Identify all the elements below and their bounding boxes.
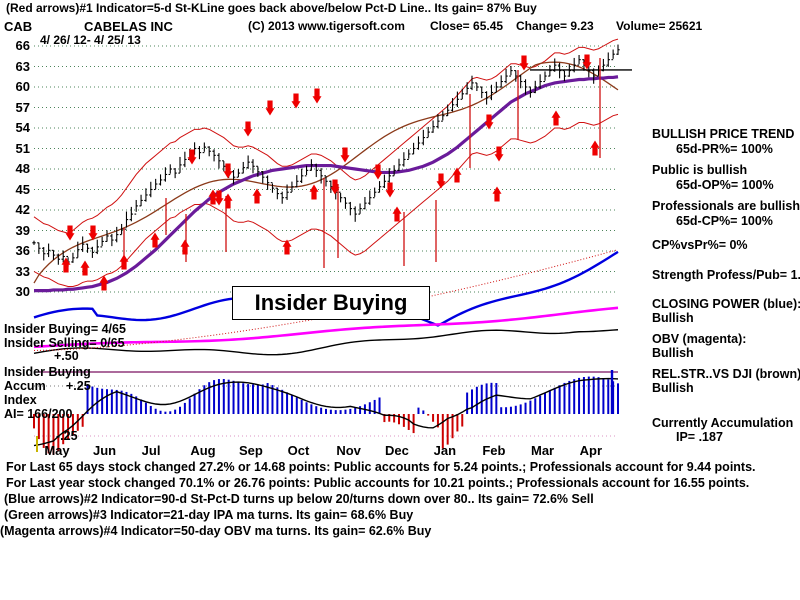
signal-arrow-down [187, 149, 197, 165]
company-name: CABELAS INC [84, 19, 173, 34]
professional-sentiment-value: 65d-CP%= 100% [676, 214, 773, 228]
month-label-feb: Feb [482, 443, 506, 458]
accum-index-line1: Insider Buying [4, 365, 91, 379]
strength-profess-pub-value: Strength Profess/Pub= 1.8 [652, 268, 800, 282]
month-label-jul: Jul [141, 443, 161, 458]
signal-arrow-down [223, 163, 233, 179]
price-tick-30: 30 [15, 284, 30, 299]
signal-arrow-down [65, 225, 75, 241]
signal-arrow-down [214, 190, 224, 206]
insider-buying-callout: Insider Buying [232, 286, 430, 320]
signal-arrow-down [265, 100, 275, 116]
price-tick-48: 48 [15, 161, 30, 176]
copyright-notice: (C) 2013 www.tigersoft.com [248, 19, 405, 33]
signal-arrow-up [99, 275, 109, 291]
signal-arrow-up [492, 186, 502, 202]
price-trend-title: BULLISH PRICE TREND [652, 127, 795, 141]
signal-arrow-down [312, 88, 322, 104]
month-label-sep: Sep [239, 443, 263, 458]
signal-arrow-up [590, 140, 600, 156]
accum-minus-quarter-label: -.25 [56, 429, 78, 443]
signal-arrow-up [223, 193, 233, 209]
ticker-symbol: CAB [4, 19, 33, 34]
accumulation-status-title: Currently Accumulation [652, 416, 794, 430]
indicator-4-note: (Magenta arrows)#4 Indicator=50-day OBV … [0, 524, 432, 538]
volume: Volume= 25621 [616, 19, 703, 33]
relative-strength-title: REL.STR..VS DJI (brown) [652, 367, 800, 381]
signal-arrow-up [119, 254, 129, 270]
indicator-3-note: (Green arrows)#3 Indicator=21-day IPA ma… [4, 508, 414, 522]
insider-selling-count: Insider Selling= 0/65 [4, 336, 125, 350]
signal-arrow-up [452, 167, 462, 183]
price-change: Change= 9.23 [516, 19, 594, 33]
obv-title: OBV (magenta): [652, 332, 747, 346]
price-tick-66: 66 [15, 38, 30, 53]
month-label-may: May [44, 443, 70, 458]
price-tick-33: 33 [15, 263, 30, 279]
signal-arrow-down [243, 121, 253, 137]
footer-65day-summary: For Last 65 days stock changed 27.2% or … [6, 460, 756, 474]
month-label-jan: Jan [433, 443, 457, 458]
month-label-aug: Aug [190, 443, 216, 458]
month-label-jun: Jun [93, 443, 117, 458]
price-tick-63: 63 [15, 58, 30, 74]
signal-arrow-up [150, 232, 160, 248]
professional-sentiment-title: Professionals are bullish [652, 199, 800, 213]
accum-plus-quarter-label: +.25 [66, 379, 91, 393]
closing-power-title: CLOSING POWER (blue): [652, 297, 800, 311]
month-label-mar: Mar [531, 443, 555, 458]
close-price: Close= 65.45 [430, 19, 504, 33]
signal-arrow-up [180, 239, 190, 255]
price-tick-39: 39 [15, 222, 30, 238]
signal-arrow-up [208, 189, 218, 205]
obv-value: Bullish [652, 346, 694, 360]
accumulation-ip-value: IP= .187 [676, 430, 723, 444]
price-tick-60: 60 [15, 79, 30, 94]
public-sentiment-value: 65d-OP%= 100% [676, 178, 774, 192]
signal-arrow-up [61, 257, 71, 273]
cp-vs-pr-value: CP%vsPr%= 0% [652, 238, 748, 252]
signal-arrow-down [484, 114, 494, 130]
signal-arrow-down [291, 93, 301, 109]
relative-strength-value: Bullish [652, 381, 694, 395]
signal-arrow-down [494, 146, 504, 162]
price-tick-57: 57 [15, 99, 30, 115]
price-trend-value: 65d-PR%= 100% [676, 142, 773, 156]
date-range: 4/ 26/ 12- 4/ 25/ 13 [40, 33, 141, 47]
insider-buying-count: Insider Buying= 4/65 [4, 322, 126, 336]
signal-arrow-down [373, 164, 383, 180]
price-tick-36: 36 [15, 243, 30, 258]
signal-arrow-down [582, 54, 592, 70]
public-sentiment-title: Public is bullish [652, 163, 748, 177]
price-tick-54: 54 [15, 120, 30, 135]
signal-arrow-up [282, 239, 292, 255]
signal-arrow-down [330, 179, 340, 195]
signal-arrow-down [88, 225, 98, 241]
signal-arrow-up [80, 260, 90, 276]
accum-plus-fifty-label: +.50 [54, 349, 79, 363]
accum-index-line3: Index [4, 393, 37, 407]
signal-arrow-down [436, 173, 446, 189]
price-tick-42: 42 [15, 202, 30, 217]
signal-arrow-down [340, 147, 350, 163]
signal-arrow-up [392, 206, 402, 222]
month-label-apr: Apr [579, 443, 603, 458]
accum-index-line2: Accum [4, 379, 46, 393]
month-label-oct: Oct [287, 443, 310, 458]
signal-arrow-down [519, 55, 529, 71]
signal-arrow-up [551, 110, 561, 126]
price-tick-51: 51 [15, 140, 30, 156]
signal-arrow-up [252, 188, 262, 204]
month-label-dec: Dec [385, 443, 409, 458]
signal-arrow-up [309, 184, 319, 200]
indicator-1-headline: (Red arrows)#1 Indicator=5-d St-KLine go… [6, 1, 537, 15]
accum-index-reading: AI= 166/200 [4, 407, 73, 421]
footer-year-summary: For Last year stock changed 70.1% or 26.… [6, 476, 750, 490]
price-tick-45: 45 [15, 181, 30, 197]
month-label-nov: Nov [336, 443, 361, 458]
signal-arrow-down [385, 182, 395, 198]
indicator-2-note: (Blue arrows)#2 Indicator=90-d St-Pct-D … [4, 492, 594, 506]
closing-power-value: Bullish [652, 311, 694, 325]
